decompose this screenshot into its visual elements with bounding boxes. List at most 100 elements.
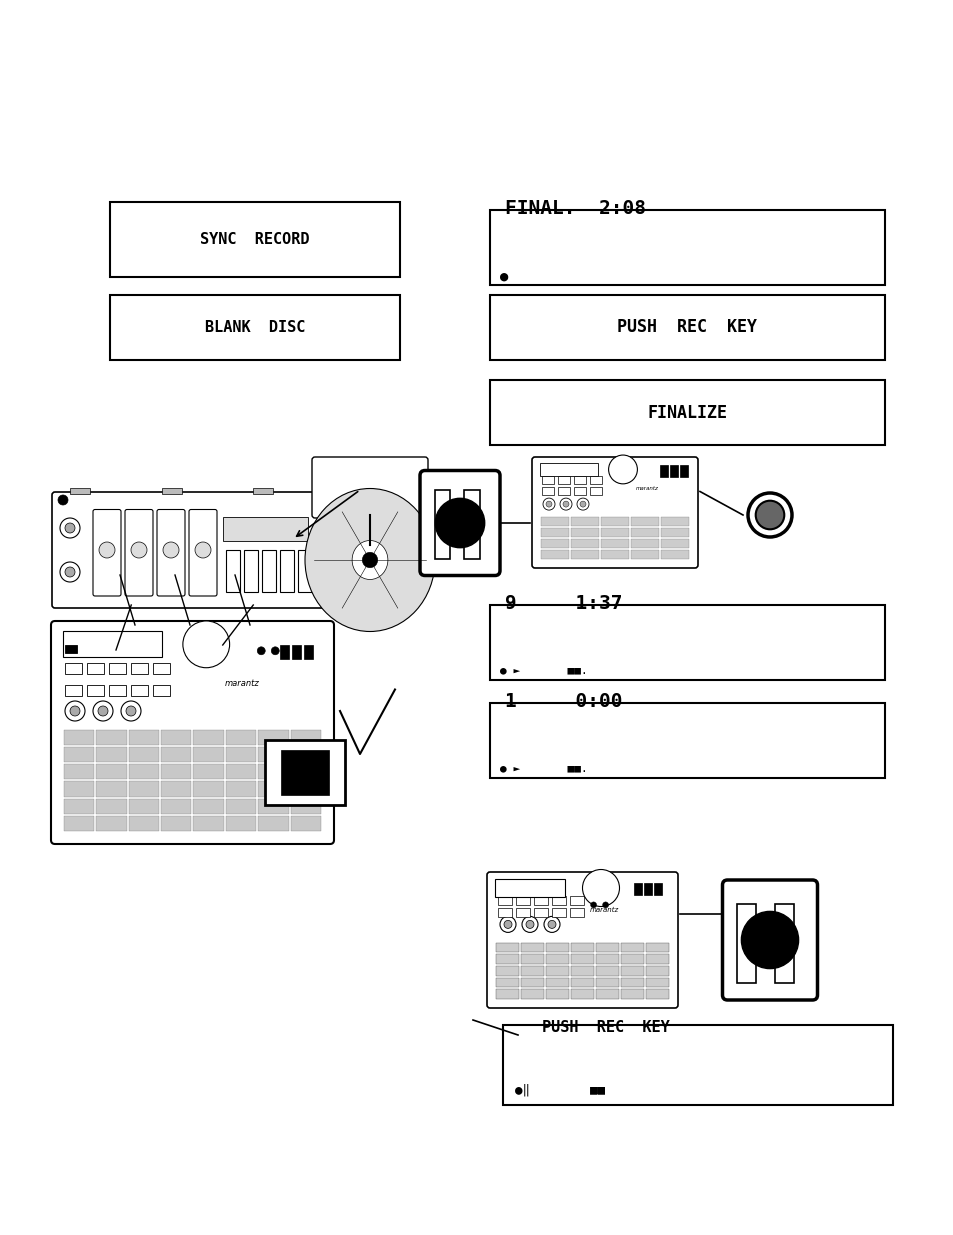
Bar (304, 646, 314, 659)
Circle shape (98, 706, 108, 716)
Bar (161, 799, 192, 814)
Bar (96, 799, 127, 814)
Circle shape (60, 517, 80, 538)
Bar (96, 816, 127, 831)
Circle shape (126, 706, 136, 716)
Circle shape (747, 493, 791, 537)
Bar (110, 203, 399, 277)
Circle shape (755, 500, 783, 530)
Bar (571, 978, 594, 987)
Bar (87, 685, 104, 697)
Bar (435, 490, 450, 558)
FancyBboxPatch shape (486, 872, 678, 1008)
Bar (490, 295, 884, 359)
Circle shape (362, 552, 377, 568)
Circle shape (590, 902, 596, 908)
Circle shape (65, 567, 75, 577)
Circle shape (543, 916, 559, 932)
Bar (574, 477, 585, 484)
Bar (65, 685, 82, 697)
FancyBboxPatch shape (51, 621, 334, 844)
Bar (65, 645, 77, 653)
Bar (540, 550, 568, 559)
Bar (596, 966, 618, 976)
Bar (258, 782, 289, 797)
Bar (496, 955, 518, 963)
Bar (64, 799, 94, 814)
Bar (545, 989, 568, 999)
Bar (244, 550, 257, 592)
Bar (645, 942, 668, 952)
Circle shape (545, 501, 552, 508)
Bar (574, 487, 585, 495)
Bar (258, 730, 289, 745)
FancyBboxPatch shape (157, 510, 185, 597)
Bar (630, 517, 659, 526)
Bar (490, 210, 884, 285)
Circle shape (92, 701, 112, 721)
Circle shape (740, 911, 798, 968)
Bar (129, 782, 159, 797)
Bar (291, 799, 320, 814)
Text: BLANK  DISC: BLANK DISC (205, 320, 305, 335)
Text: ● ►       ■■.: ● ► ■■. (499, 763, 587, 773)
Bar (737, 904, 756, 983)
Circle shape (271, 647, 279, 655)
Bar (620, 966, 643, 976)
Bar (258, 764, 289, 779)
Bar (497, 895, 512, 905)
Bar (645, 955, 668, 963)
Bar (152, 685, 170, 697)
Bar (161, 764, 192, 779)
FancyBboxPatch shape (125, 510, 152, 597)
Bar (600, 550, 628, 559)
Bar (660, 517, 688, 526)
Bar (258, 799, 289, 814)
Bar (502, 1025, 892, 1105)
Bar (64, 782, 94, 797)
Circle shape (183, 621, 230, 668)
Bar (645, 989, 668, 999)
Bar (193, 782, 224, 797)
Bar (161, 730, 192, 745)
Bar (520, 955, 543, 963)
Circle shape (257, 647, 265, 655)
Circle shape (65, 522, 75, 534)
Circle shape (499, 916, 516, 932)
Bar (534, 895, 547, 905)
Bar (540, 517, 568, 526)
Bar (571, 989, 594, 999)
Bar (226, 747, 256, 762)
Bar (660, 550, 688, 559)
Bar (660, 538, 688, 548)
Text: marantz: marantz (224, 678, 259, 688)
Bar (552, 895, 565, 905)
Bar (558, 477, 569, 484)
Bar (571, 517, 598, 526)
Bar (589, 487, 601, 495)
Bar (65, 663, 82, 674)
Bar (226, 764, 256, 779)
Bar (490, 605, 884, 680)
Text: FINALIZE: FINALIZE (647, 404, 727, 421)
Bar (129, 764, 159, 779)
Bar (571, 550, 598, 559)
FancyBboxPatch shape (92, 510, 121, 597)
Bar (496, 989, 518, 999)
Bar (490, 380, 884, 445)
Bar (520, 942, 543, 952)
Bar (297, 550, 312, 592)
Circle shape (525, 920, 534, 929)
Bar (630, 538, 659, 548)
Bar (571, 527, 598, 537)
Bar (571, 966, 594, 976)
Text: ●‖        ■■: ●‖ ■■ (515, 1083, 604, 1095)
Circle shape (65, 701, 85, 721)
Bar (226, 782, 256, 797)
Bar (281, 750, 329, 795)
FancyBboxPatch shape (312, 457, 428, 517)
Bar (291, 764, 320, 779)
Text: marantz: marantz (590, 906, 618, 913)
Bar (571, 955, 594, 963)
FancyBboxPatch shape (189, 510, 216, 597)
